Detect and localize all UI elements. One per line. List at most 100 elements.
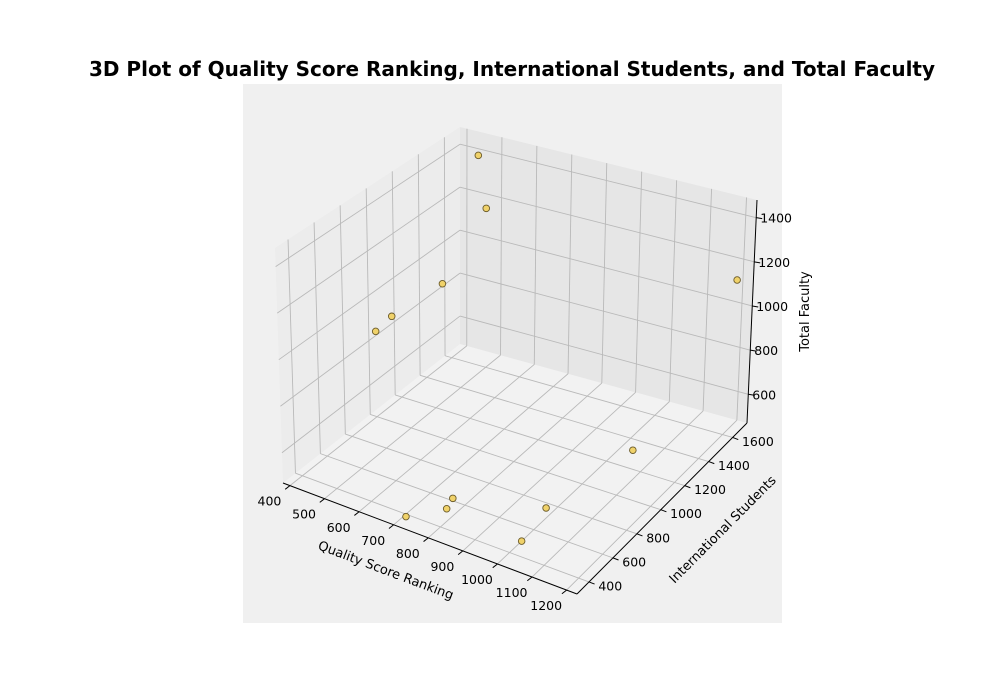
x-tick-label: 1100 bbox=[496, 585, 528, 600]
gridline-y-left bbox=[339, 205, 346, 435]
x-tick-label: 700 bbox=[361, 533, 385, 548]
x-tick-mark bbox=[423, 537, 429, 542]
y-tick-mark bbox=[588, 581, 595, 585]
x-tick-label: 800 bbox=[396, 546, 420, 561]
y-tick-label: 600 bbox=[622, 554, 646, 569]
gridline-x-floor bbox=[289, 345, 468, 486]
gridline-y-floor bbox=[345, 433, 638, 535]
gridline-z-left bbox=[275, 143, 461, 267]
z-tick-label: 1000 bbox=[756, 299, 788, 314]
y-tick-mark bbox=[684, 485, 691, 489]
gridline-y-left bbox=[313, 222, 321, 454]
gridline-x-floor bbox=[324, 354, 501, 500]
gridline-x-back bbox=[668, 180, 678, 402]
gridline-y-floor bbox=[419, 374, 709, 462]
y-tick-label: 400 bbox=[598, 578, 622, 593]
data-point bbox=[387, 312, 396, 321]
gridline-z-left bbox=[281, 315, 461, 454]
gridline-z-back bbox=[459, 229, 753, 307]
data-points bbox=[371, 151, 741, 545]
gridline-x-floor bbox=[393, 373, 569, 526]
gridline-x-back bbox=[601, 163, 608, 384]
gridline-y-left bbox=[443, 137, 446, 356]
x-tick-label: 1000 bbox=[461, 572, 493, 587]
y-tick-mark bbox=[612, 557, 619, 561]
y-tick-label: 1400 bbox=[718, 458, 750, 473]
x-axis-line bbox=[282, 482, 578, 595]
gridline-z-back bbox=[459, 143, 757, 219]
gridline-y-floor bbox=[370, 414, 661, 511]
data-point bbox=[482, 204, 490, 213]
z-tick-mark bbox=[750, 349, 757, 352]
x-tick-label: 900 bbox=[430, 559, 454, 574]
z-tick-mark bbox=[752, 305, 759, 308]
gridline-x-back bbox=[500, 137, 503, 356]
axis-ticks: 4005006007008009001000110012004006008001… bbox=[258, 199, 792, 613]
gridline-z-back bbox=[459, 186, 755, 263]
gridline-y-floor bbox=[444, 355, 733, 438]
z-axis-label: Total Faculty bbox=[798, 271, 813, 353]
data-point bbox=[542, 504, 550, 512]
z-tick-label: 1400 bbox=[760, 211, 792, 226]
gridline-z-left bbox=[278, 229, 461, 361]
gridline-x-floor bbox=[427, 382, 603, 539]
gridline-y-floor bbox=[320, 453, 614, 559]
z-tick-label: 800 bbox=[754, 343, 778, 358]
x-tick-label: 500 bbox=[292, 507, 316, 522]
x-tick-mark bbox=[284, 485, 291, 490]
x-tick-mark bbox=[319, 498, 325, 503]
gridline-x-floor bbox=[358, 364, 535, 513]
chart-title: 3D Plot of Quality Score Ranking, Intern… bbox=[89, 57, 935, 81]
z-tick-mark bbox=[748, 393, 755, 396]
gridline-x-back bbox=[533, 145, 538, 365]
z-tick-label: 600 bbox=[752, 387, 776, 402]
data-point bbox=[442, 505, 451, 513]
data-point bbox=[438, 279, 447, 288]
gridline-x-floor bbox=[566, 419, 738, 591]
data-point bbox=[629, 446, 637, 454]
data-point bbox=[371, 327, 380, 336]
gridline-x-back bbox=[635, 171, 643, 393]
y-tick-label: 1200 bbox=[694, 482, 726, 497]
x-tick-mark bbox=[527, 576, 533, 582]
gridline-y-left bbox=[287, 239, 296, 474]
z-tick-mark bbox=[756, 217, 763, 220]
gridline-x-back bbox=[736, 197, 747, 421]
data-point bbox=[402, 512, 410, 521]
grid-lines bbox=[275, 128, 757, 591]
gridline-z-left bbox=[280, 272, 461, 407]
gridline-x-back bbox=[567, 154, 573, 374]
x-tick-label: 1200 bbox=[530, 598, 562, 613]
y-tick-label: 800 bbox=[646, 530, 670, 545]
gridline-z-left bbox=[276, 186, 461, 314]
y-tick-label: 1000 bbox=[670, 506, 702, 521]
data-point bbox=[517, 537, 526, 545]
data-point bbox=[733, 276, 741, 284]
y-tick-label: 1600 bbox=[742, 434, 774, 449]
y-tick-mark bbox=[732, 436, 739, 441]
x-tick-label: 600 bbox=[327, 520, 351, 535]
gridline-z-back bbox=[459, 315, 749, 395]
gridline-y-left bbox=[365, 188, 371, 415]
gridline-y-left bbox=[417, 154, 421, 376]
gridline-z-back bbox=[459, 272, 751, 351]
data-point bbox=[449, 494, 457, 503]
gridline-x-floor bbox=[531, 410, 704, 578]
z-tick-label: 1200 bbox=[758, 255, 790, 270]
x-tick-mark bbox=[457, 550, 464, 556]
x-tick-label: 400 bbox=[258, 494, 282, 509]
z-axis-line bbox=[746, 199, 758, 424]
y-tick-mark bbox=[708, 461, 715, 465]
y-tick-mark bbox=[636, 533, 643, 537]
gridline-x-floor bbox=[462, 391, 636, 552]
y-axis-line bbox=[576, 422, 748, 595]
gridline-y-floor bbox=[395, 394, 685, 487]
z-tick-mark bbox=[754, 261, 761, 264]
gridline-y-floor bbox=[295, 472, 590, 583]
gridline-x-floor bbox=[497, 401, 670, 565]
gridline-x-back bbox=[702, 188, 713, 411]
x-tick-mark bbox=[354, 511, 360, 516]
left-pane bbox=[275, 127, 460, 483]
gridline-y-left bbox=[391, 171, 396, 395]
